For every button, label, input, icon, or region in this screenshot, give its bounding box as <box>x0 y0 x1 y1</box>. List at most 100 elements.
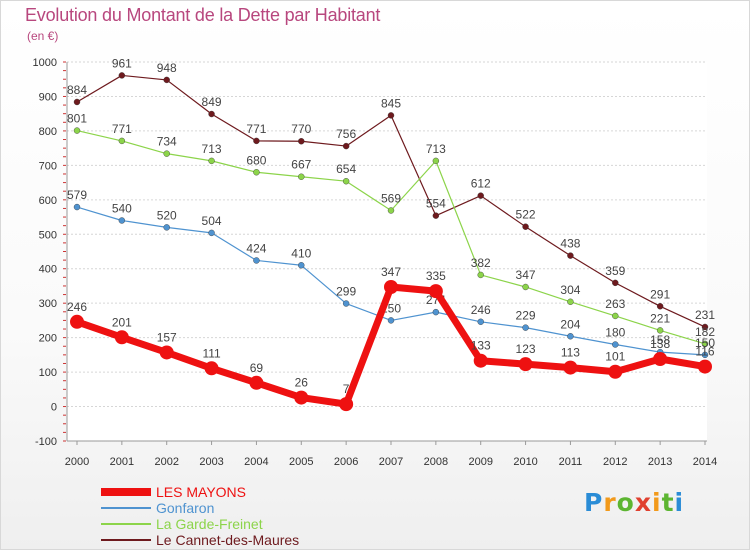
y-tick-label: 500 <box>39 229 57 241</box>
data-point <box>567 298 574 306</box>
x-tick-label: 2007 <box>379 456 403 468</box>
data-label: 138 <box>650 337 670 351</box>
data-point <box>342 142 350 150</box>
legend-item-la-garde-freinet: La Garde-Freinet <box>101 516 361 532</box>
data-point <box>387 112 395 119</box>
data-label: 771 <box>112 122 132 136</box>
data-point <box>384 279 398 294</box>
data-label: 101 <box>605 350 625 364</box>
y-tick-label: 100 <box>39 367 57 379</box>
data-label: 221 <box>650 311 670 325</box>
data-point <box>522 324 529 331</box>
data-point <box>253 257 260 264</box>
data-label: 335 <box>426 269 446 283</box>
data-label: 771 <box>246 122 266 136</box>
legend-label: Gonfaron <box>156 500 215 516</box>
data-point <box>298 173 305 180</box>
data-label: 540 <box>112 201 132 215</box>
data-point <box>339 397 354 412</box>
data-label: 713 <box>426 142 446 156</box>
data-point <box>701 323 709 331</box>
data-label: 229 <box>516 309 536 323</box>
x-tick-label: 2001 <box>110 456 134 468</box>
data-label: 520 <box>157 208 177 222</box>
data-label: 204 <box>560 317 580 331</box>
data-point <box>653 351 668 366</box>
data-point <box>163 224 170 231</box>
legend-item-gonfaron: Gonfaron <box>101 500 361 516</box>
data-label: 263 <box>605 297 625 311</box>
legend-label: Le Cannet-des-Maures <box>156 532 300 548</box>
data-point <box>294 390 309 405</box>
data-label: 304 <box>560 283 580 297</box>
data-point <box>298 262 305 269</box>
data-label: 246 <box>471 303 491 317</box>
y-tick-label: -100 <box>35 436 57 448</box>
data-point <box>118 72 126 79</box>
data-point <box>428 284 443 299</box>
data-label: 410 <box>291 246 311 260</box>
y-tick-label: 700 <box>39 160 57 172</box>
data-point <box>249 375 264 390</box>
x-tick-label: 2012 <box>603 456 627 468</box>
data-label: 845 <box>381 96 401 110</box>
data-point <box>522 223 529 230</box>
data-point <box>342 300 350 307</box>
y-tick-label: 0 <box>51 402 57 414</box>
data-label: 113 <box>561 346 580 360</box>
data-point <box>518 357 533 372</box>
data-label: 150 <box>695 336 715 350</box>
data-label: 801 <box>67 112 87 126</box>
data-label: 770 <box>291 122 311 136</box>
data-label: 382 <box>471 256 491 270</box>
data-point <box>387 317 395 324</box>
data-point <box>73 98 81 106</box>
data-label: 884 <box>67 83 87 97</box>
data-label: 849 <box>202 95 222 109</box>
data-point <box>204 361 219 376</box>
data-point <box>612 312 619 320</box>
data-point <box>477 192 484 199</box>
legend-label: LES MAYONS <box>156 484 246 500</box>
x-tick-label: 2000 <box>65 456 89 468</box>
x-tick-label: 2013 <box>648 456 672 468</box>
data-label: 158 <box>650 333 670 347</box>
data-label: 654 <box>336 162 356 176</box>
data-point <box>163 76 170 84</box>
data-point <box>656 327 664 334</box>
data-point <box>698 359 712 374</box>
data-label: 438 <box>560 237 580 251</box>
data-label: 69 <box>250 361 264 375</box>
data-label: 734 <box>157 135 177 149</box>
legend-swatch <box>101 507 151 509</box>
chart-title: Evolution du Montant de la Dette par Hab… <box>25 5 381 25</box>
data-label: 756 <box>336 127 356 141</box>
data-label: 299 <box>336 285 356 299</box>
data-label: 182 <box>695 325 715 339</box>
data-label: 713 <box>202 142 222 156</box>
legend-label: La Garde-Freinet <box>156 516 263 532</box>
data-point <box>432 212 440 219</box>
data-point <box>701 351 709 359</box>
data-label: 359 <box>605 264 625 278</box>
data-label: 291 <box>650 287 670 301</box>
data-label: 961 <box>112 56 132 70</box>
data-point <box>118 137 126 145</box>
y-tick-label: 300 <box>39 298 57 310</box>
data-label: 612 <box>471 177 491 191</box>
data-point <box>208 157 215 165</box>
x-tick-label: 2002 <box>154 456 178 468</box>
data-point <box>477 318 484 325</box>
y-unit-label: (en €) <box>27 29 59 43</box>
data-point <box>477 271 484 279</box>
data-label: 123 <box>516 342 536 356</box>
data-label: 201 <box>112 315 132 329</box>
legend-swatch <box>101 539 151 541</box>
data-point <box>567 252 574 259</box>
data-point <box>298 138 305 145</box>
data-point <box>522 283 529 291</box>
data-label: 133 <box>471 339 491 353</box>
data-label: 667 <box>291 158 311 172</box>
data-point <box>563 360 578 375</box>
